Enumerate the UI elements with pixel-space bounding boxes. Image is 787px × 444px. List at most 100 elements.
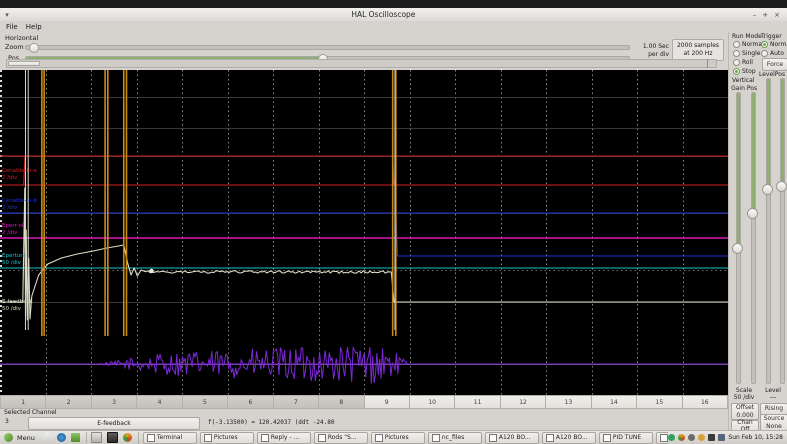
horizontal-scrollbar[interactable]	[6, 59, 717, 68]
window-icon	[374, 433, 383, 442]
channel-tab-11[interactable]: 11	[455, 395, 501, 409]
run-mode-roll-label: Roll	[742, 59, 753, 66]
run-mode-stop-label: Stop	[742, 68, 756, 75]
selected-channel-caption: Selected Channel	[4, 409, 57, 416]
menu-item-file[interactable]: File	[6, 22, 18, 31]
channel-tab-5[interactable]: 5	[182, 395, 229, 409]
task-button[interactable]: Terminal	[142, 431, 197, 444]
trigger-normal[interactable]: Normal	[761, 41, 787, 48]
channel-label-scale: 50 /div	[2, 259, 21, 266]
radio-icon[interactable]	[761, 50, 768, 57]
channel-tab-16[interactable]: 16	[682, 395, 728, 409]
radio-icon[interactable]	[761, 41, 768, 48]
trigger-auto[interactable]: Auto	[761, 50, 784, 57]
horizontal-scrollbar-thumb[interactable]	[8, 61, 40, 66]
channel-label-cenable-in-b[interactable]: Cenable-in-b 2 /div	[2, 198, 37, 212]
start-menu-label: Menu	[17, 433, 35, 442]
channel-tab-9[interactable]: 9	[364, 395, 410, 409]
taskbar-clock[interactable]: Sun Feb 10, 15:28	[728, 434, 783, 441]
channel-tab-13[interactable]: 13	[546, 395, 592, 409]
vertical-gain-slider[interactable]	[732, 92, 743, 384]
channel-tab-1[interactable]: 1	[0, 395, 47, 409]
task-button[interactable]: Rods "S...	[313, 431, 368, 444]
channel-tab-8[interactable]: 8	[319, 395, 365, 409]
run-mode-roll[interactable]: Roll	[733, 59, 753, 66]
task-button[interactable]: Pictures	[199, 431, 254, 444]
channel-label-e-feedback[interactable]: E-feedback 50 /div	[2, 299, 33, 313]
task-button[interactable]: A120 BO...	[484, 431, 539, 444]
menu-icon	[4, 433, 13, 442]
task-button-label: Rods "S...	[327, 434, 357, 441]
channel-tab-6[interactable]: 6	[228, 395, 274, 409]
trigger-pos-knob[interactable]	[776, 181, 787, 193]
channel-label-cenable-in-a[interactable]: Cenable-in-a 2 /div	[2, 168, 37, 182]
channel-tab-15[interactable]: 15	[637, 395, 683, 409]
globe-icon[interactable]	[56, 433, 66, 442]
channel-tab-3[interactable]: 3	[91, 395, 138, 409]
trigger-level-slider[interactable]	[762, 78, 773, 384]
quick-launch-bar	[39, 431, 86, 444]
radio-icon[interactable]	[733, 50, 740, 57]
maximize-button[interactable]: +	[762, 10, 769, 19]
pencil-icon[interactable]	[40, 431, 54, 444]
run-mode-normal[interactable]: Normal	[733, 41, 764, 48]
timebase-readout: 1.00 Sec per div	[627, 43, 669, 59]
tray-network-icon[interactable]	[718, 434, 726, 441]
task-button[interactable]: PID TUNE	[598, 431, 653, 444]
channel-tab-7[interactable]: 7	[273, 395, 320, 409]
task-button-label: nc_files	[441, 434, 465, 441]
tray-update-icon[interactable]	[688, 434, 696, 441]
tray-browser-icon[interactable]	[678, 434, 686, 441]
run-mode-stop[interactable]: Stop	[733, 68, 756, 75]
oscilloscope-lower-display[interactable]	[0, 330, 728, 395]
force-trigger-button[interactable]: Force	[762, 58, 787, 71]
vertical-gain-knob[interactable]	[732, 242, 743, 254]
channel-tab-4[interactable]: 4	[137, 395, 183, 409]
start-menu-button[interactable]: Menu	[0, 433, 39, 442]
close-button[interactable]: ×	[774, 10, 780, 19]
channel-tab-strip[interactable]: 1 2 3 4 5 6 7 8 9 10 11 12 13 14 15 16	[0, 395, 728, 409]
zoom-slider[interactable]	[25, 42, 630, 53]
tray-user-icon[interactable]	[698, 434, 706, 441]
window-menu-icon[interactable]: ▾	[5, 10, 9, 19]
task-button[interactable]: Experim...	[655, 431, 669, 444]
offset-button[interactable]: Offset 0.000	[731, 403, 759, 420]
trigger-level-knob[interactable]	[762, 184, 773, 196]
browser-icon[interactable]	[122, 433, 132, 442]
monitor-icon[interactable]	[106, 432, 118, 443]
tray-volume-icon[interactable]	[708, 434, 716, 441]
scope-noise-canvas	[0, 330, 728, 395]
radio-icon[interactable]	[733, 41, 740, 48]
task-button[interactable]: Reply - ...	[256, 431, 311, 444]
desktop-background-strip	[0, 0, 787, 8]
horizontal-group-label: Horizontal	[5, 34, 39, 42]
files-icon[interactable]	[90, 432, 102, 443]
run-mode-single[interactable]: Single	[733, 50, 760, 57]
trigger-source-button[interactable]: Source None	[760, 414, 787, 431]
menu-item-help[interactable]: Help	[25, 22, 42, 31]
channel-label-name: Cenable-in-a	[2, 168, 37, 174]
channel-tab-10[interactable]: 10	[409, 395, 456, 409]
task-button[interactable]: nc_files	[427, 431, 482, 444]
zoom-slider-knob[interactable]	[29, 42, 39, 53]
channel-tab-2[interactable]: 2	[46, 395, 92, 409]
radio-icon[interactable]	[733, 68, 740, 75]
trigger-pos-slider[interactable]	[776, 78, 787, 384]
channel-tab-12[interactable]: 12	[500, 395, 547, 409]
task-button[interactable]: A120 BO...	[541, 431, 596, 444]
radio-icon[interactable]	[733, 59, 740, 66]
channel-tab-14[interactable]: 14	[591, 395, 638, 409]
terminal-icon[interactable]	[70, 433, 80, 442]
channel-label-eperr-ol[interactable]: Eperr-ol 2 /div	[2, 223, 23, 237]
sample-rate-button[interactable]: 2000 samples at 200 Hz	[672, 39, 724, 61]
vertical-pos-slider[interactable]	[747, 92, 758, 384]
channel-label-scale: 2 /div	[2, 174, 18, 181]
trigger-auto-label: Auto	[770, 50, 784, 57]
minimize-button[interactable]: –	[752, 10, 757, 19]
channel-label-eperturb[interactable]: Eperturb 50 /div	[2, 253, 26, 267]
task-button[interactable]: Pictures	[370, 431, 425, 444]
window-icon	[545, 433, 554, 442]
tray-status-icon[interactable]	[668, 434, 676, 441]
vertical-pos-knob[interactable]	[747, 208, 758, 219]
selected-channel-button[interactable]: E-feedback	[28, 417, 200, 430]
